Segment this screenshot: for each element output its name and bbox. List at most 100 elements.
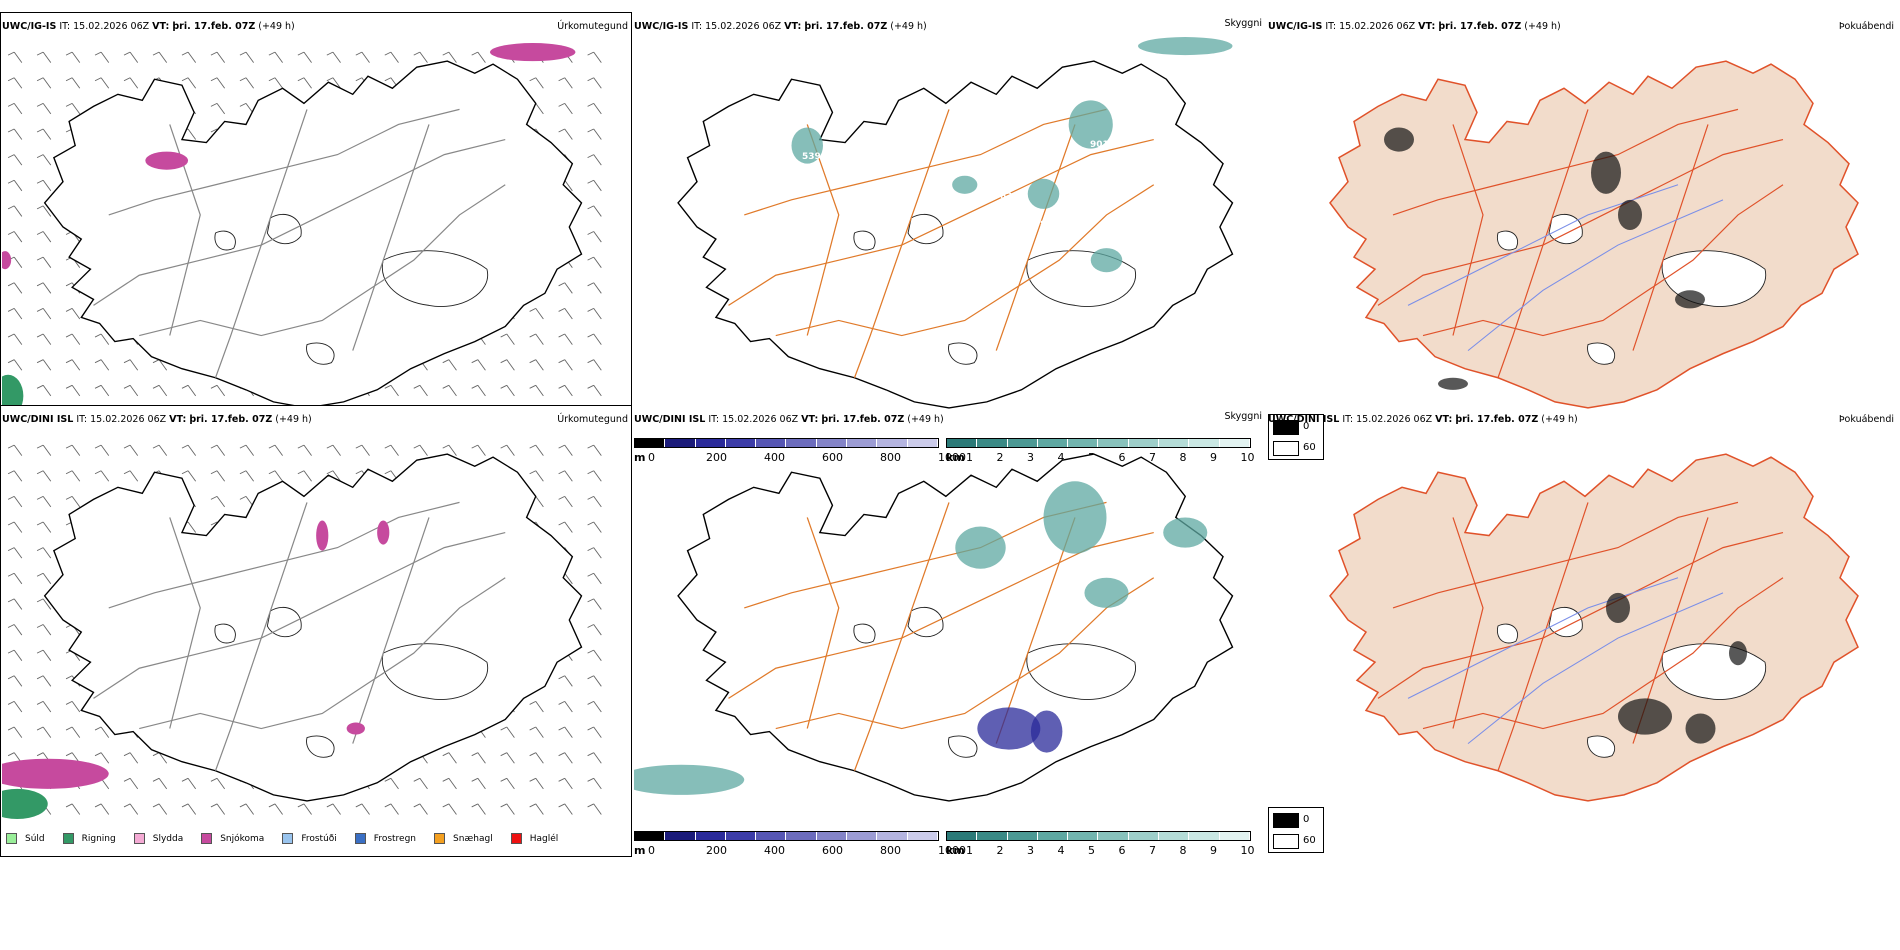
it-label: IT: <box>691 21 703 32</box>
wind-barb <box>7 359 23 371</box>
colorbar-cell <box>1068 439 1099 447</box>
wind-barb <box>529 333 544 345</box>
wind-barb <box>7 444 23 456</box>
wind-barb <box>210 803 226 815</box>
wind-barb <box>558 333 573 345</box>
wind-barb <box>94 51 110 63</box>
wind-barb <box>210 77 226 89</box>
wind-barb <box>210 102 226 115</box>
wind-barb <box>587 102 602 115</box>
fog-map <box>1329 60 1859 409</box>
visibility-area <box>952 175 978 194</box>
wind-barb <box>471 752 486 764</box>
colorbar-cell <box>907 832 938 840</box>
precip-area <box>346 722 365 735</box>
wind-barb <box>36 521 52 533</box>
wind-barb <box>123 51 139 63</box>
wind-barb <box>558 359 573 371</box>
visibility-tick: 8 <box>1179 844 1187 857</box>
wind-barb <box>65 384 81 397</box>
wind-barb <box>529 777 544 790</box>
wind-barb <box>442 803 457 815</box>
wind-barb <box>529 77 544 89</box>
fog-legend-swatch <box>1273 420 1299 435</box>
wind-barb <box>500 726 515 738</box>
fog-title: Þokuábendi <box>1838 21 1894 32</box>
visibility-colorbar-boxes <box>946 831 1251 841</box>
wind-barb <box>36 359 52 371</box>
wind-barb <box>36 598 52 610</box>
legend-swatch <box>201 833 213 844</box>
wind-barb <box>442 777 457 790</box>
wind-barb <box>529 726 544 738</box>
legend-swatch <box>510 833 522 844</box>
colorbar-cell <box>1037 832 1069 840</box>
wind-barb <box>7 205 23 217</box>
wind-barb <box>36 700 52 713</box>
wind-barb <box>558 470 573 482</box>
fog-panel: UWC/IG-IS IT: 15.02.2026 06Z VT: þri. 17… <box>1268 12 1900 472</box>
wind-barb <box>239 77 254 89</box>
colorbar-cell <box>907 439 938 447</box>
colorbar-cell <box>695 832 726 840</box>
visibility-area <box>1090 248 1123 273</box>
wind-barb <box>123 384 139 397</box>
legend-label: Snjókoma <box>220 833 265 844</box>
precip-area <box>2 788 48 819</box>
colorbar-cell <box>1007 439 1038 447</box>
wind-barb <box>558 444 573 456</box>
visibility-value-label: 62 <box>1000 192 1013 202</box>
wind-barb <box>529 752 544 764</box>
wind-barb <box>36 282 52 294</box>
legend-label: Slydda <box>152 833 184 844</box>
fog-area <box>1384 127 1414 152</box>
wind-barb <box>65 307 81 320</box>
colorbar-cell <box>1007 832 1038 840</box>
vt-value: þri. 17.feb. 07Z <box>1455 414 1539 425</box>
wind-barb <box>500 384 515 397</box>
wind-barb <box>36 51 52 63</box>
wind-barb <box>7 307 23 320</box>
visibility-value-label: 901 <box>1090 140 1109 150</box>
visibility-unit: km <box>946 451 965 464</box>
wind-barb <box>558 384 573 397</box>
glacier-outline <box>306 735 335 758</box>
road-line <box>806 517 840 729</box>
legend-label: Snæhagl <box>453 833 493 844</box>
road-line <box>853 109 950 378</box>
glacier-outline <box>214 623 236 644</box>
wind-barb <box>94 752 110 764</box>
wind-barb <box>587 547 602 559</box>
wind-barb <box>442 444 457 456</box>
wind-barb <box>384 384 399 397</box>
wind-barb <box>94 359 110 371</box>
visibility-area <box>1043 481 1107 554</box>
wind-barb <box>7 572 23 585</box>
ceiling-tick: 0 <box>648 844 655 857</box>
wind-barb <box>587 154 602 166</box>
visibility-panel: UWC/DINI ISL IT: 15.02.2026 06Z VT: þri.… <box>634 405 1266 865</box>
wind-barb <box>36 307 52 320</box>
precip-area <box>2 251 12 270</box>
wind-barb <box>587 777 602 790</box>
colorbar-cell <box>877 832 908 840</box>
fog-area <box>1438 377 1468 390</box>
wind-barb <box>36 256 52 268</box>
wind-barb <box>36 675 52 687</box>
colorbar-cell <box>756 832 787 840</box>
wind-barb <box>355 803 370 815</box>
precip-type-panel: UWC/IG-IS IT: 15.02.2026 06Z VT: þri. 17… <box>0 12 632 472</box>
road-line <box>93 138 506 306</box>
wind-barb <box>587 700 602 713</box>
wind-barb <box>94 384 110 397</box>
wind-barb <box>587 128 602 140</box>
visibility-area <box>1163 517 1208 548</box>
visibility-tick: 1 <box>966 451 973 464</box>
glacier-outline <box>266 213 302 245</box>
wind-barb <box>239 470 254 482</box>
wind-barb <box>268 51 283 63</box>
wind-barb <box>297 470 312 482</box>
wind-barb <box>36 572 52 585</box>
glacier-outline <box>266 606 302 638</box>
colorbar-cell <box>1189 832 1220 840</box>
